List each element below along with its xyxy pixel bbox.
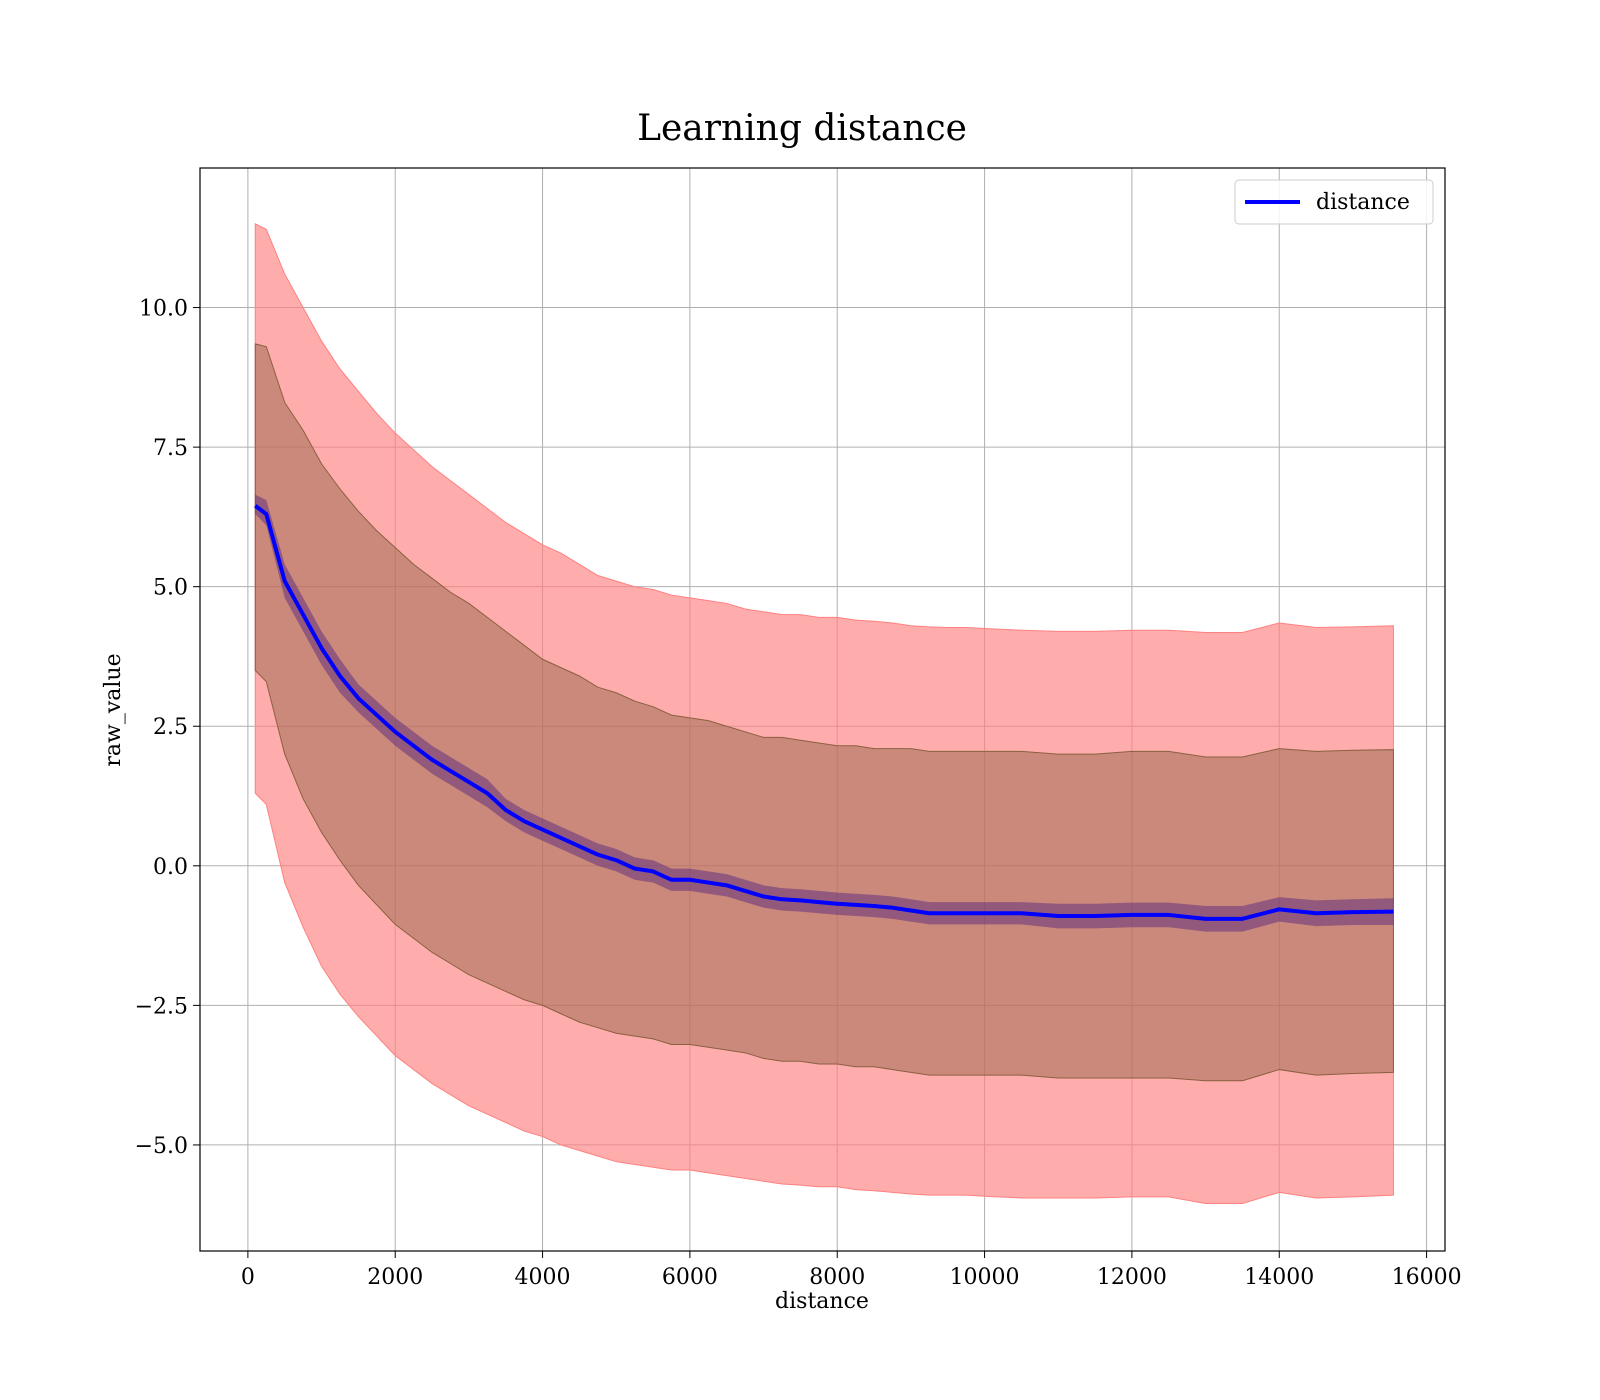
legend: distance (1234, 179, 1434, 225)
y-tick-label: 2.5 (153, 715, 188, 740)
x-axis-label: distance (775, 1289, 869, 1314)
x-tick-label: 6000 (662, 1265, 718, 1290)
y-tick-label: 0.0 (153, 855, 188, 880)
legend-entry: distance (1316, 190, 1410, 215)
y-tick-label: −5.0 (135, 1134, 188, 1159)
inner-band (254, 343, 1394, 1082)
x-tick-label: 14000 (1244, 1265, 1314, 1290)
plot-frame (199, 167, 1446, 1252)
x-tick-label: 12000 (1097, 1265, 1167, 1290)
x-tick-label: 2000 (367, 1265, 423, 1290)
y-tick-label: 10.0 (139, 297, 188, 322)
x-tick-label: 16000 (1392, 1265, 1462, 1290)
y-axis-ticks: −5.0 −2.5 0.0 2.5 5.0 7.5 10.0 (135, 297, 200, 1159)
x-tick-label: 4000 (515, 1265, 571, 1290)
y-tick-label: 5.0 (153, 576, 188, 601)
y-tick-label: 7.5 (153, 436, 188, 461)
y-tick-label: −2.5 (135, 994, 188, 1019)
chart-title: Learning distance (637, 108, 967, 149)
x-axis-ticks: 0 2000 4000 6000 8000 10000 12000 14000 16000 (241, 1251, 1462, 1290)
x-tick-label: 8000 (809, 1265, 865, 1290)
bands (254, 223, 1394, 1205)
outer-band (254, 223, 1394, 1205)
y-axis-label: raw_value (101, 653, 126, 766)
mean-band (255, 494, 1394, 932)
series-line-distance (254, 504, 1394, 921)
x-tick-label: 10000 (950, 1265, 1020, 1290)
series-line-layer (254, 504, 1394, 921)
legend-box (1234, 179, 1434, 225)
x-tick-label: 0 (241, 1265, 255, 1290)
